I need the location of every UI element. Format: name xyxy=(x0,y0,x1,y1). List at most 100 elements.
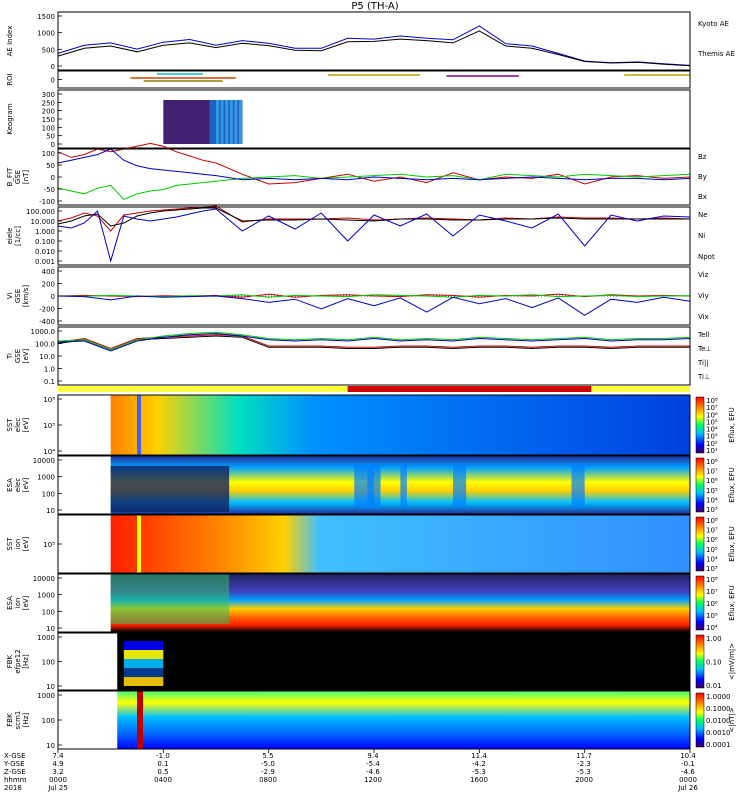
fbk_e-colorbar-tick: 1.00 xyxy=(706,635,722,643)
esa_e-colorbar xyxy=(695,457,705,513)
x-val: 0800 xyxy=(259,776,277,784)
ae-series-themisae xyxy=(57,30,691,67)
sst_i-ylabel-line: ion xyxy=(14,539,22,550)
sst_i-colorbar-tick: 10⁶ xyxy=(706,536,718,544)
temperature-legend-item: Ti⊥ xyxy=(697,373,710,381)
fbk_b-colorbar-tick: 0.1000 xyxy=(706,705,731,713)
x-val: 1600 xyxy=(470,776,488,784)
sst_i-colorbar-tick: 10⁸ xyxy=(706,517,718,525)
keogram-ylabel-line: Keogram xyxy=(6,103,14,134)
roi-ylabel-line: ROI xyxy=(6,73,14,85)
x-val: 10.4 xyxy=(680,752,696,760)
sst_i-ytick: 10⁵ xyxy=(43,541,55,549)
bfit-ytick: -50 xyxy=(44,186,55,194)
esa_e-colorbar-label: Eflux, EFU xyxy=(728,467,736,502)
x-axis-row-label: 2018 xyxy=(4,784,22,792)
velocity-series-viy xyxy=(57,294,691,298)
esa_e-ylabel-line: [eV] xyxy=(22,477,30,492)
density-ytick: 1.000 xyxy=(35,228,55,236)
sst_i-colorbar-label: Eflux, EFU xyxy=(728,526,736,561)
sst_i-colorbar-tick: 10⁷ xyxy=(706,527,718,535)
velocity-ytick: 0 xyxy=(51,293,55,301)
fbk_e-ytick: 10 xyxy=(46,683,55,691)
density-ytick: 0.010 xyxy=(35,248,55,256)
esa_i-colorbar-tick: 10⁵ xyxy=(706,612,718,620)
x-val: -2.3 xyxy=(577,760,591,768)
esa_i-colorbar-tick: 10⁴ xyxy=(706,624,718,632)
fbk-e-burst-band xyxy=(123,650,164,659)
roi-ytick: 0 xyxy=(51,77,55,85)
x-val: Jul 25 xyxy=(48,784,68,792)
bfit-ylabel-line: B_FIT xyxy=(6,167,14,186)
bfit-ytick: -100 xyxy=(39,198,55,206)
x-val: -5.0 xyxy=(261,760,275,768)
temperature-legend-item: Tell xyxy=(697,331,709,339)
sst_i-colorbar-tick: 10⁵ xyxy=(706,546,718,554)
density-legend-item: Ni xyxy=(698,232,705,240)
esa-e-dropout xyxy=(453,464,467,508)
esa_e-ytick: 10 xyxy=(46,507,55,515)
keogram-ytick: 200 xyxy=(42,108,55,116)
fbk_b-spectrogram xyxy=(117,691,690,749)
x-val: 1200 xyxy=(364,776,382,784)
keogram-ytick: 150 xyxy=(42,116,55,124)
x-val: 4.9 xyxy=(52,760,64,768)
esa-i-early-region xyxy=(110,574,230,624)
esa_e-colorbar-tick: 10⁶ xyxy=(706,477,718,485)
density-legend-item: Npot xyxy=(698,253,715,261)
x-val: 0.5 xyxy=(157,768,169,776)
temperature-ytick: 100.0 xyxy=(35,341,55,349)
x-val: 9.4 xyxy=(367,752,379,760)
bfit-ytick: 0 xyxy=(51,174,55,182)
density-ylabel-line: [1/cc] xyxy=(14,226,22,246)
esa_i-ytick: 10000 xyxy=(33,575,55,583)
keogram-frame xyxy=(57,89,691,149)
temperature-ylabel-line: Ti xyxy=(6,353,14,360)
fbk-b-burst xyxy=(137,691,143,749)
esa_i-colorbar-tick: 10⁶ xyxy=(706,600,718,608)
sst_i-colorbar-tick: 10³ xyxy=(706,565,718,573)
fbk_b-ylabel-line: FBK xyxy=(6,713,14,727)
sst_i-ylabel-line: SST xyxy=(6,537,14,551)
velocity-ylabel-line: GSE xyxy=(14,289,22,303)
velocity-ylabel-line: Vi xyxy=(6,293,14,300)
sst_e-colorbar-tick: 10⁸ xyxy=(706,397,718,405)
velocity-series-vix xyxy=(57,295,691,316)
x-val: -5.3 xyxy=(577,768,591,776)
sst_e-spectrogram xyxy=(110,395,690,455)
x-val: -1.0 xyxy=(156,752,170,760)
sst_e-colorbar-tick: 10⁵ xyxy=(706,418,718,426)
esa_i-ytick: 10 xyxy=(46,625,55,633)
velocity-ytick: 200 xyxy=(42,281,55,289)
fbk_b-colorbar-tick: 0.0001 xyxy=(706,741,731,749)
sst_e-ytick: 10⁶ xyxy=(43,396,55,404)
temperature-frame xyxy=(57,326,691,386)
temperature-ytick: 10.0 xyxy=(39,353,55,361)
sst_e-ylabel-line: [eV] xyxy=(22,417,30,432)
temperature-legend-item: Te⊥ xyxy=(697,345,712,353)
bfit-legend-item: Bz xyxy=(698,153,707,161)
fbk_e-colorbar xyxy=(695,634,705,689)
esa_i-ylabel-line: ion xyxy=(14,598,22,609)
esa-e-dropout xyxy=(367,464,381,508)
temperature-series-ti xyxy=(57,332,691,352)
fbk-e-burst-band xyxy=(123,668,164,677)
density-frame xyxy=(57,206,691,266)
density-ylabel-line: eiele xyxy=(6,228,14,245)
x-val: 0000 xyxy=(679,776,697,784)
fbk-e-burst-band xyxy=(123,677,164,686)
x-axis-row-label: hhmm xyxy=(4,776,27,784)
x-axis-col-0400: -1.0 0.1 0.5 0400 xyxy=(145,752,181,784)
keogram-ytick: 300 xyxy=(42,91,55,99)
x-axis-col-0000-end: 10.4 -0.1 -4.6 0000 Jul 26 xyxy=(670,752,706,792)
x-val: -2.9 xyxy=(261,768,275,776)
fbk_e-ylabel-line: FBK xyxy=(6,654,14,668)
esa_i-ytick: 100 xyxy=(42,608,55,616)
fbk_b-ytick: 10 xyxy=(46,742,55,750)
x-val: 11.4 xyxy=(471,752,487,760)
bfit-legend-item: Bx xyxy=(698,193,707,201)
ae-ytick: 1500 xyxy=(37,13,55,21)
ae-series-kyotoae xyxy=(57,25,691,66)
sst_e-frame xyxy=(57,394,691,456)
